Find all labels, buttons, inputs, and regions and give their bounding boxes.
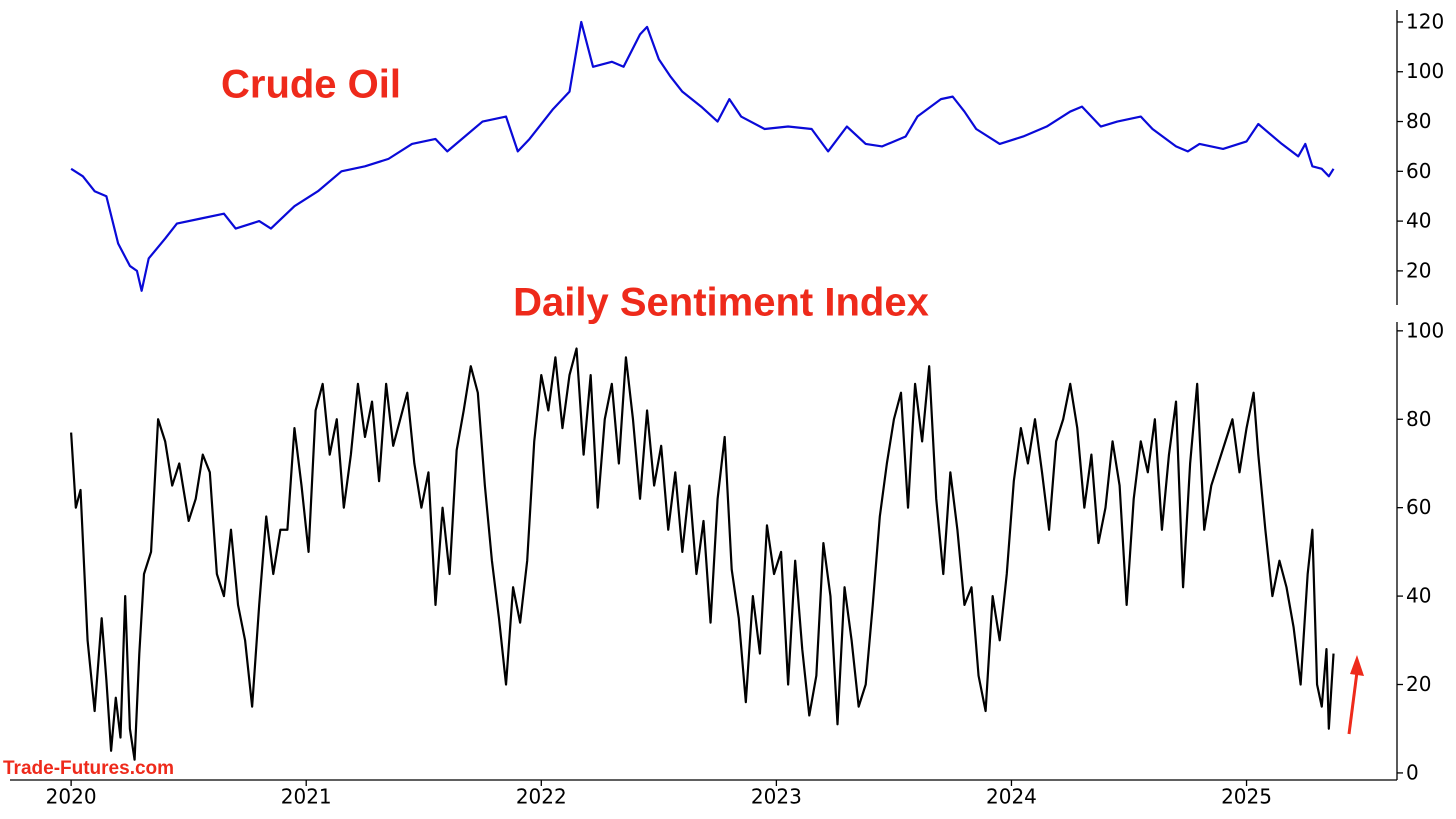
y-tick-label: 100 <box>1406 318 1444 342</box>
y-tick-label: 80 <box>1406 109 1431 133</box>
x-tick-label: 2022 <box>516 785 567 809</box>
x-tick-label: 2021 <box>281 785 332 809</box>
watermark: Trade-Futures.com <box>3 758 174 779</box>
y-tick-label: 100 <box>1406 59 1444 83</box>
y-tick-label: 20 <box>1406 672 1431 696</box>
data-line <box>70 20 1335 292</box>
y-tick-label: 0 <box>1406 760 1419 784</box>
x-tick-label: 2020 <box>46 785 97 809</box>
y-tick-label: 60 <box>1406 159 1431 183</box>
x-tick-label: 2025 <box>1221 785 1272 809</box>
y-tick-label: 120 <box>1406 9 1444 33</box>
y-tick-label: 20 <box>1406 258 1431 282</box>
y-tick-label: 40 <box>1406 584 1431 608</box>
x-tick-label: 2023 <box>751 785 802 809</box>
chart-title: Daily Sentiment Index <box>513 281 929 325</box>
y-tick-label: 80 <box>1406 407 1431 431</box>
chart-title: Crude Oil <box>221 63 401 107</box>
y-tick-label: 40 <box>1406 209 1431 233</box>
data-line <box>70 347 1335 761</box>
y-tick-label: 60 <box>1406 495 1431 519</box>
x-tick-label: 2024 <box>986 785 1037 809</box>
annotation-arrow <box>1347 655 1364 735</box>
